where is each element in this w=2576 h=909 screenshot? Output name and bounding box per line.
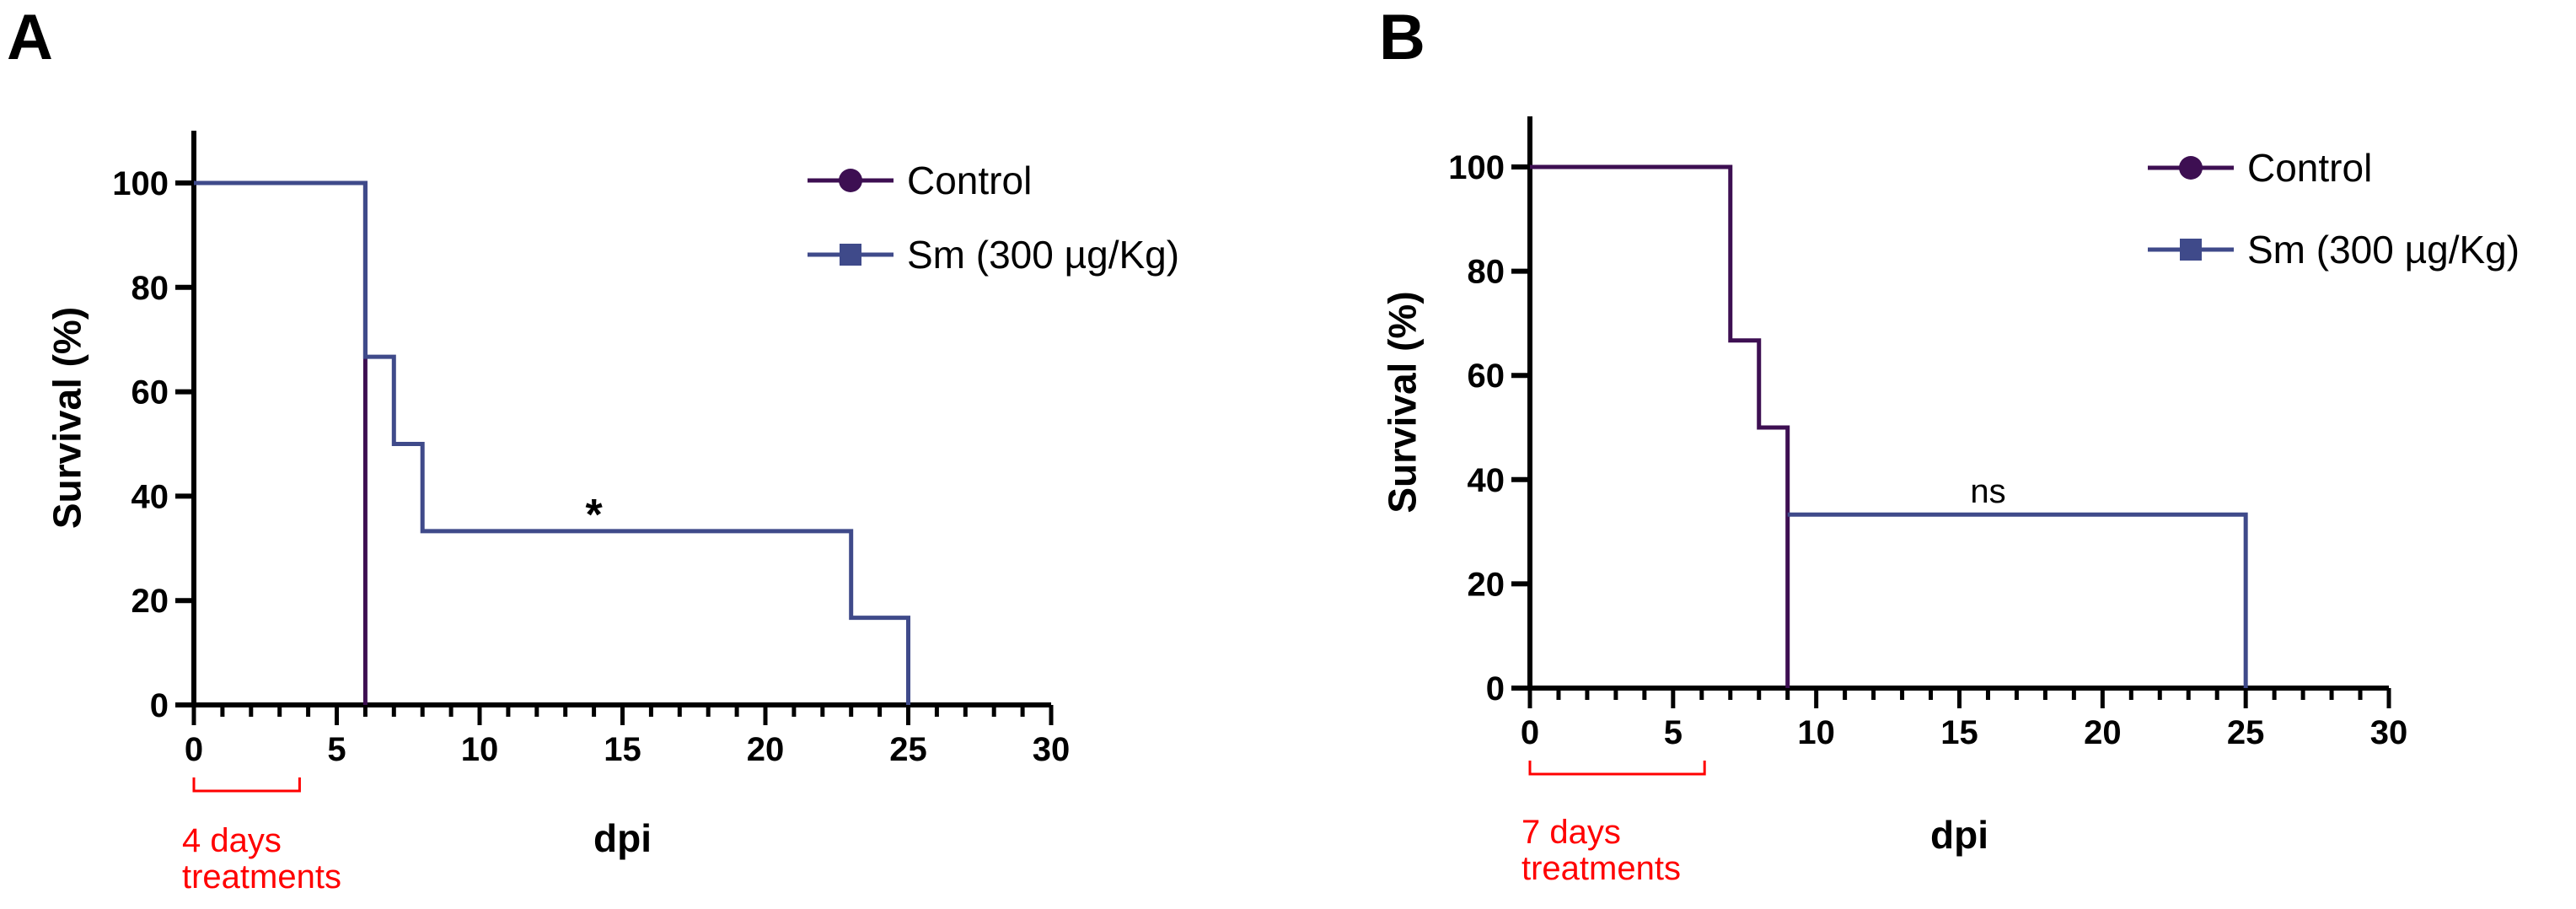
legend-marker-square: [840, 244, 861, 266]
y-axis-title: Survival (%): [46, 307, 89, 529]
panel-a: A 0 20 40 60 80 100 0 5 10 15 20 25 30 Survival (%) dpi…: [7, 2, 1179, 896]
series-line-control: [194, 180, 368, 705]
x-tick-label: 10: [461, 731, 499, 768]
y-tick-label: 100: [1448, 149, 1505, 186]
x-tick-label: 10: [1797, 714, 1835, 751]
y-tick-label: 60: [131, 374, 169, 411]
x-tick-label: 30: [2370, 714, 2408, 751]
legend-marker-circle: [839, 169, 862, 192]
legend-label: Control: [907, 159, 1032, 202]
treatment-bracket: [1528, 761, 1706, 776]
x-tick-label: 30: [1033, 731, 1071, 768]
x-tick-label: 20: [2084, 714, 2122, 751]
y-tick-label: 80: [131, 270, 169, 307]
series-line-control: [1530, 164, 1790, 688]
y-tick-label: 0: [1486, 670, 1505, 707]
treatment-label: treatments: [1521, 850, 1681, 887]
x-tick-label: 5: [327, 731, 346, 768]
x-axis-title: dpi: [593, 816, 652, 860]
legend-marker-circle: [2179, 156, 2203, 180]
x-tick-label: 5: [1664, 714, 1682, 751]
y-tick-label: 60: [1468, 358, 1505, 395]
panel-letter: B: [1379, 2, 1425, 73]
legend-marker-square: [2180, 239, 2202, 261]
significance-annotation: ns: [1970, 473, 2005, 510]
legend-label: Sm (300 µg/Kg): [2247, 228, 2520, 272]
y-tick-label: 80: [1468, 254, 1505, 291]
treatment-bracket: [192, 777, 301, 793]
legend-label: Sm (300 µg/Kg): [907, 233, 1179, 277]
treatment-days-label: 7 days: [1521, 814, 1621, 851]
x-tick-label: 25: [2227, 714, 2265, 751]
x-tick-label: 15: [1940, 714, 1978, 751]
y-axis-title: Survival (%): [1381, 291, 1425, 513]
panel-letter: A: [7, 2, 53, 73]
x-tick-label: 0: [1521, 714, 1539, 751]
treatment-days-label: 4 days: [182, 822, 282, 859]
series-line-sm: [1787, 512, 2248, 688]
x-tick-label: 20: [747, 731, 785, 768]
series-line-sm: [194, 180, 910, 705]
x-axis-title: dpi: [1930, 813, 1988, 857]
x-tick-label: 15: [604, 731, 641, 768]
y-tick-label: 0: [150, 687, 169, 724]
y-tick-label: 40: [1468, 462, 1505, 499]
significance-annotation: *: [585, 491, 603, 540]
panel-b: B 0 20 40 60 80 100 0 5 10 15 20 25 30 Survival (%) dpi…: [1379, 2, 2520, 887]
y-tick-label: 100: [112, 165, 169, 202]
y-tick-label: 40: [131, 478, 169, 515]
legend-label: Control: [2247, 146, 2372, 190]
y-tick-label: 20: [131, 583, 169, 620]
x-tick-label: 0: [185, 731, 203, 768]
x-tick-label: 25: [889, 731, 927, 768]
treatment-label: treatments: [182, 858, 341, 896]
y-tick-label: 20: [1468, 566, 1505, 603]
